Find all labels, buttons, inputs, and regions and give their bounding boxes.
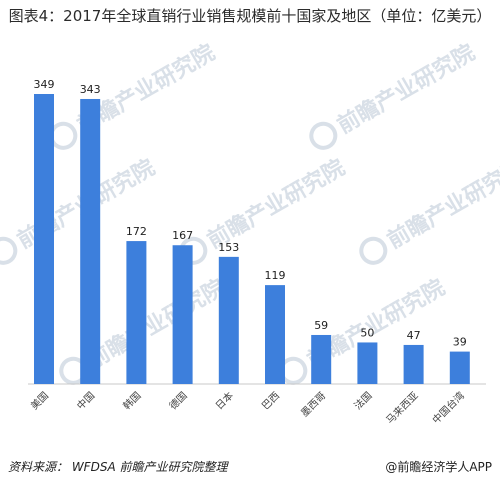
data-label-9: 47 — [407, 329, 421, 342]
data-label-2: 343 — [80, 83, 101, 96]
category-label-4: 德国 — [166, 389, 189, 412]
category-label-7: 墨西哥 — [299, 390, 329, 420]
bar-7 — [311, 334, 332, 384]
bar-10 — [449, 351, 470, 384]
bar-1 — [34, 94, 54, 384]
bar-8 — [357, 342, 378, 384]
category-label-5: 日本 — [213, 389, 236, 412]
data-label-3: 172 — [126, 225, 147, 238]
category-label-10: 中国台湾 — [429, 389, 466, 426]
source-note: 资料来源： WFDSA 前瞻产业研究院整理 — [8, 460, 228, 474]
category-label-2: 中国 — [74, 389, 97, 412]
data-label-6: 119 — [265, 269, 286, 282]
bar-4 — [172, 245, 193, 384]
data-label-10: 39 — [453, 336, 467, 349]
category-label-6: 巴西 — [259, 390, 282, 413]
bar-5 — [218, 256, 239, 384]
category-label-8: 法国 — [351, 389, 374, 412]
data-label-5: 153 — [218, 241, 239, 254]
chart-title: 图表4：2017年全球直销行业销售规模前十国家及地区（单位：亿美元） — [8, 7, 492, 25]
category-label-1: 美国 — [28, 389, 51, 412]
bar-3 — [126, 241, 147, 384]
data-label-8: 50 — [360, 326, 374, 339]
category-label-3: 韩国 — [120, 389, 143, 412]
brand-label: @前瞻经济学人APP — [385, 460, 492, 474]
bar-9 — [403, 344, 424, 384]
bar-6 — [265, 285, 285, 384]
category-label-9: 马来西亚 — [384, 390, 421, 427]
data-label-7: 59 — [314, 319, 328, 332]
data-label-4: 167 — [172, 229, 193, 242]
data-label-1: 349 — [34, 78, 55, 91]
bar-2 — [80, 98, 101, 385]
